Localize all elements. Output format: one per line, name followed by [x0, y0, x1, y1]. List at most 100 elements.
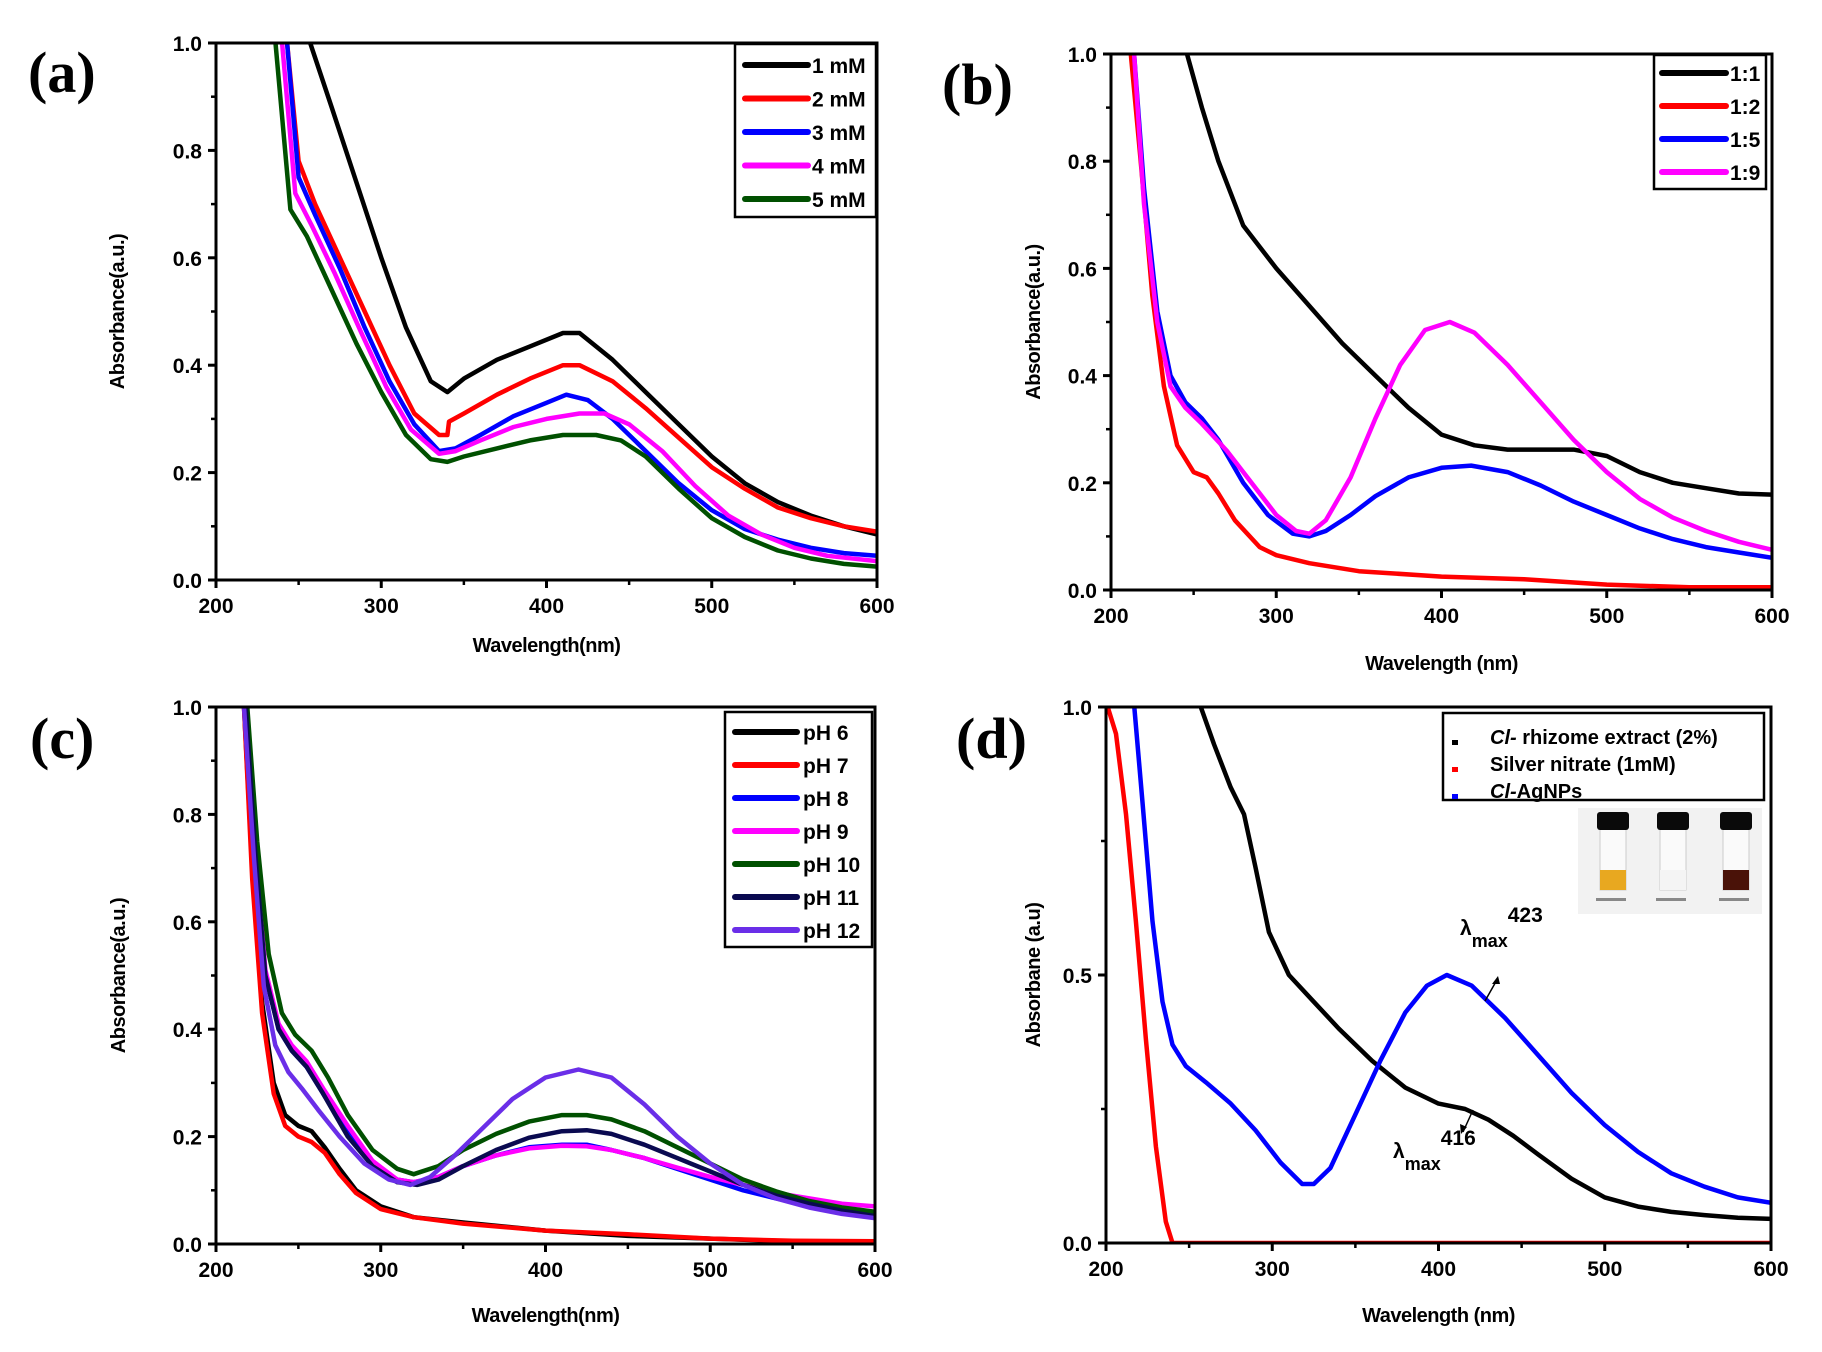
legend-label: Cl- rhizome extract (2%) — [1490, 727, 1718, 749]
x-tick-label: 300 — [1255, 1258, 1290, 1281]
series-line-cl-agnps — [1132, 707, 1771, 1206]
legend-marker — [1452, 767, 1458, 772]
legend-label: pH 12 — [803, 920, 860, 943]
legend-label: Cl-AgNPs — [1490, 781, 1582, 803]
panel-d: (d) 200 300 400 500 600 0.0 0.5 1.0 Wavelength (n… — [956, 697, 1789, 1327]
y-tick-label: 0.8 — [173, 804, 203, 827]
y-tick-label: 0.2 — [1068, 473, 1097, 496]
y-axis-title: Absorbane (a.u) — [1023, 903, 1045, 1048]
x-tick-label: 400 — [1421, 1258, 1456, 1281]
arrowhead-icon — [1492, 976, 1500, 984]
y-tick-label: 1.0 — [1063, 697, 1092, 720]
legend: 1 mM 2 mM 3 mM 4 mM 5 mM — [733, 42, 878, 219]
annotation-lambda-max-416: λmax416 — [1393, 1127, 1476, 1174]
vial-liquid — [1660, 870, 1686, 890]
y-tick-label: 0.6 — [173, 248, 202, 271]
lambda-symbol: λ — [1393, 1140, 1405, 1163]
y-tick-label: 0.2 — [173, 463, 202, 486]
panel-c: (c) 200 300 400 500 600 0.0 0.2 0.4 0.6 0.8 1.0 Wave… — [30, 697, 893, 1327]
y-tick-label: 0.4 — [173, 355, 203, 378]
legend-label: pH 10 — [803, 854, 860, 877]
x-tick-label: 500 — [1589, 605, 1624, 628]
series-line-2-mm — [284, 43, 877, 534]
annotation-superscript: 423 — [1508, 904, 1543, 927]
vial-caption-mark — [1656, 898, 1686, 901]
series-line-4-mm — [279, 43, 877, 564]
series-line-ph-7 — [241, 707, 875, 1244]
series-line-cl-rhizome-extract-2- — [1198, 707, 1771, 1222]
legend-label: 1:1 — [1730, 63, 1761, 86]
x-tick-label: 200 — [1088, 1258, 1123, 1281]
y-axis-title: Absorbance(a.u.) — [108, 898, 130, 1053]
legend-marker — [1452, 794, 1458, 799]
x-tick-label: 600 — [1753, 1258, 1788, 1281]
x-tick-label: 400 — [528, 1259, 563, 1282]
x-tick-label: 500 — [694, 595, 729, 618]
vial-caption-mark — [1719, 898, 1749, 901]
x-tick-label: 300 — [364, 595, 399, 618]
legend-label-text: AgNPs — [1517, 781, 1583, 803]
y-tick-label: 0.8 — [173, 140, 203, 163]
legend-label: pH 9 — [803, 821, 849, 844]
legend: Cl- rhizome extract (2%) Silver nitrate (… — [1441, 711, 1766, 803]
annotation-lambda-max-423: λmax423 — [1460, 904, 1543, 951]
legend: 1:1 1:2 1:5 1:9 — [1652, 53, 1768, 191]
vial-liquid — [1600, 870, 1626, 890]
y-tick-label: 0.0 — [173, 570, 202, 593]
x-axis-title: Wavelength(nm) — [473, 635, 621, 657]
y-tick-label: 0.8 — [1068, 151, 1098, 174]
series-line-1-1 — [1184, 54, 1772, 497]
series-line-ph-10 — [245, 707, 875, 1215]
x-axis-title: Wavelength (nm) — [1362, 1305, 1515, 1327]
series-line-silver-nitrate-1mm- — [1106, 707, 1771, 1243]
legend-label-text: Silver nitrate (1mM) — [1490, 754, 1676, 776]
x-tick-label: 200 — [1093, 605, 1128, 628]
lambda-symbol: λ — [1460, 917, 1472, 940]
legend-label: pH 11 — [803, 887, 859, 910]
legend-label: pH 7 — [803, 755, 849, 778]
series-line-1-5 — [1131, 54, 1772, 561]
legend-box — [1441, 711, 1766, 802]
annotation-subscript: max — [1405, 1154, 1441, 1174]
panel-b: (b) 200 300 400 500 600 0.0 0.2 0.4 0.6 0.8 1.0 Wave… — [942, 44, 1790, 675]
vial-cap — [1720, 812, 1752, 830]
series-line-1-2 — [1128, 54, 1772, 590]
x-tick-label: 600 — [859, 595, 894, 618]
legend-label: 3 mM — [812, 122, 866, 145]
x-tick-label: 500 — [693, 1259, 728, 1282]
x-tick-label: 300 — [1259, 605, 1294, 628]
y-tick-label: 0.0 — [173, 1234, 202, 1257]
y-tick-label: 1.0 — [173, 33, 202, 56]
y-tick-label: 0.2 — [173, 1127, 202, 1150]
annotation-subscript: max — [1472, 931, 1508, 951]
series-line-1-9 — [1131, 54, 1772, 553]
y-tick-label: 1.0 — [1068, 44, 1097, 67]
x-tick-label: 600 — [857, 1259, 892, 1282]
vial-caption-mark — [1596, 898, 1626, 901]
panel-label: (c) — [30, 706, 94, 771]
legend-box — [1652, 53, 1768, 191]
y-tick-label: 0.4 — [173, 1019, 203, 1042]
x-axis-title: Wavelength (nm) — [1365, 653, 1518, 675]
legend-label: pH 6 — [803, 722, 849, 745]
y-tick-label: 1.0 — [173, 697, 202, 720]
y-tick-label: 0.6 — [1068, 258, 1097, 281]
legend: pH 6 pH 7 pH 8 pH 9 pH 10 pH 11 pH 12 — [723, 710, 874, 949]
panel-label: (a) — [28, 40, 96, 105]
x-axis-title: Wavelength(nm) — [472, 1305, 620, 1327]
legend-label: Silver nitrate (1mM) — [1490, 754, 1676, 776]
x-tick-label: 400 — [1424, 605, 1459, 628]
x-tick-label: 200 — [198, 1259, 233, 1282]
x-tick-label: 200 — [198, 595, 233, 618]
x-tick-label: 300 — [363, 1259, 398, 1282]
y-tick-label: 0.0 — [1068, 580, 1097, 603]
arrowhead-icon — [1460, 1124, 1467, 1134]
legend-label: 1:5 — [1730, 129, 1761, 152]
y-tick-label: 0.5 — [1063, 965, 1093, 988]
legend-label: 1:2 — [1730, 96, 1760, 119]
legend-marker — [1452, 740, 1458, 745]
legend-label: pH 8 — [803, 788, 849, 811]
legend-label: 1 mM — [812, 55, 866, 78]
series-line-5-mm — [273, 43, 877, 569]
